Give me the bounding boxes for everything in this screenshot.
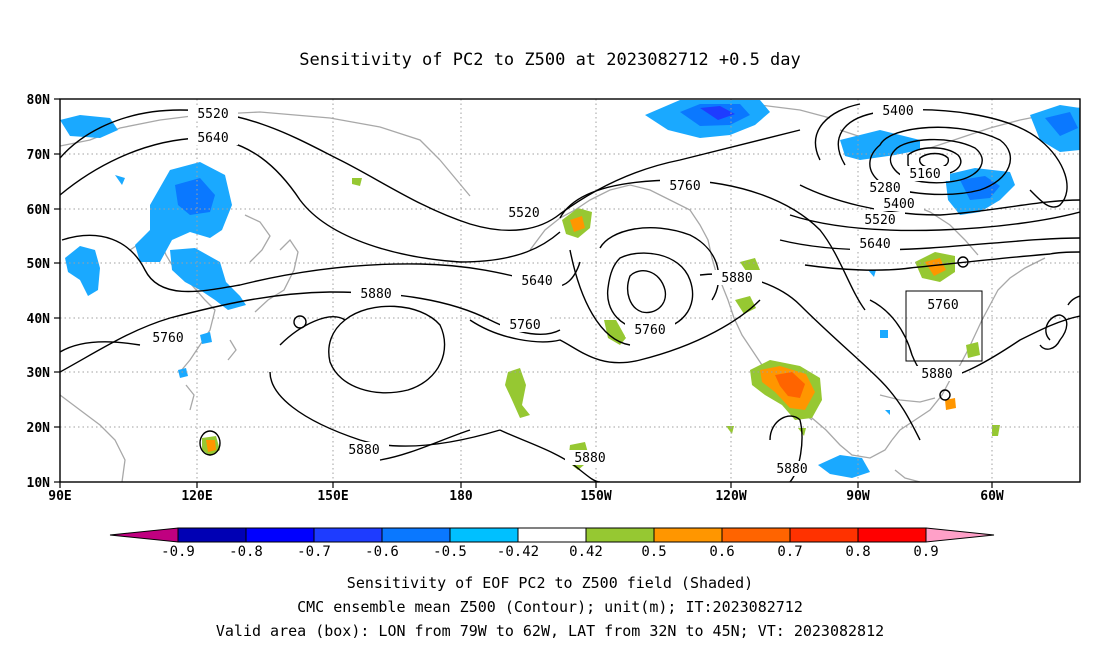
contour-label: 5400: [883, 197, 914, 212]
contour-label: 5760: [152, 331, 183, 346]
contour-label: 5520: [508, 206, 539, 221]
latitude-labels: 80N 70N 60N 50N 40N 30N 20N 10N: [27, 93, 51, 491]
contour-label: 5640: [197, 131, 228, 146]
caption-line-3: Valid area (box): LON from 79W to 62W, L…: [215, 622, 885, 640]
z500-contours: [60, 103, 1080, 482]
colorbar-swatch: [381, 527, 451, 543]
colorbar-swatch: [517, 527, 587, 543]
colorbar-label: -0.7: [297, 544, 331, 560]
contour-label: 5760: [509, 318, 540, 333]
colorbar-label: 0.8: [845, 544, 870, 560]
colorbar-swatch: [177, 527, 247, 543]
lat-tick-label: 70N: [27, 148, 51, 163]
lat-tick-label: 20N: [27, 421, 51, 436]
contour-labels: 5520 5640 5760 5880 5880 5520 5640 5760 …: [143, 103, 968, 477]
lon-tick-label: 60W: [980, 489, 1004, 504]
colorbar-label: -0.8: [229, 544, 263, 560]
lat-tick-label: 40N: [27, 312, 51, 327]
contour-label: 5880: [776, 462, 807, 477]
colorbar-label: -0.42: [497, 544, 539, 560]
valid-area-box: [905, 290, 983, 362]
colorbar-swatch: [857, 527, 927, 543]
lat-tick-label: 50N: [27, 257, 51, 272]
colorbar-label: -0.5: [433, 544, 467, 560]
colorbar-swatch: [789, 527, 859, 543]
lat-tick-label: 80N: [27, 93, 51, 108]
colorbar-arrow-low: [109, 527, 179, 543]
positive-sensitivity-shading: [202, 178, 1000, 470]
contour-label: 5880: [721, 271, 752, 286]
contour-label: 5760: [927, 298, 958, 313]
lon-tick-label: 90W: [846, 489, 870, 504]
colorbar-label: 0.6: [709, 544, 734, 560]
contour-label: 5520: [864, 213, 895, 228]
colorbar: [109, 527, 995, 543]
contour-label: 5160: [909, 167, 940, 182]
colorbar-arrow-high: [925, 527, 995, 543]
plot-frame: [59, 98, 1081, 483]
lon-tick-label: 120E: [181, 489, 212, 504]
lon-tick-label: 150E: [317, 489, 348, 504]
map-title: Sensitivity of PC2 to Z500 at 2023082712…: [299, 50, 801, 70]
colorbar-label: -0.6: [365, 544, 399, 560]
lon-tick-label: 120W: [715, 489, 746, 504]
negative-sensitivity-shading: [60, 100, 1080, 478]
contour-label: 5280: [869, 181, 900, 196]
lat-tick-label: 10N: [27, 476, 51, 491]
colorbar-swatch: [721, 527, 791, 543]
tick-marks: [54, 98, 993, 488]
contour-label: 5880: [360, 287, 391, 302]
lat-tick-label: 30N: [27, 366, 51, 381]
contour-label: 5520: [197, 107, 228, 122]
contour-label: 5640: [521, 274, 552, 289]
contour-label: 5880: [348, 443, 379, 458]
grid-lines: [60, 99, 1080, 482]
lon-tick-label: 180: [449, 489, 473, 504]
colorbar-labels: -0.9 -0.8 -0.7 -0.6 -0.5 -0.42 0.42 0.5 …: [161, 544, 939, 560]
colorbar-label: 0.5: [641, 544, 666, 560]
contour-label: 5880: [574, 451, 605, 466]
colorbar-swatch: [585, 527, 655, 543]
colorbar-swatch: [313, 527, 383, 543]
lat-tick-label: 60N: [27, 203, 51, 218]
colorbar-swatch: [653, 527, 723, 543]
lon-tick-label: 90E: [48, 489, 71, 504]
contour-label: 5880: [921, 367, 952, 382]
contour-label: 5760: [634, 323, 665, 338]
colorbar-swatch: [449, 527, 519, 543]
caption-line-1: Sensitivity of EOF PC2 to Z500 field (Sh…: [346, 574, 754, 592]
colorbar-label: 0.42: [569, 544, 603, 560]
contour-label: 5760: [669, 179, 700, 194]
caption-line-2: CMC ensemble mean Z500 (Contour); unit(m…: [297, 598, 803, 616]
contour-label: 5640: [859, 237, 890, 252]
colorbar-swatch: [245, 527, 315, 543]
longitude-labels: 90E 120E 150E 180 150W 120W 90W 60W: [48, 489, 1004, 504]
colorbar-label: 0.7: [777, 544, 802, 560]
colorbar-label: -0.9: [161, 544, 195, 560]
lon-tick-label: 150W: [580, 489, 611, 504]
colorbar-label: 0.9: [913, 544, 938, 560]
contour-label: 5400: [882, 104, 913, 119]
